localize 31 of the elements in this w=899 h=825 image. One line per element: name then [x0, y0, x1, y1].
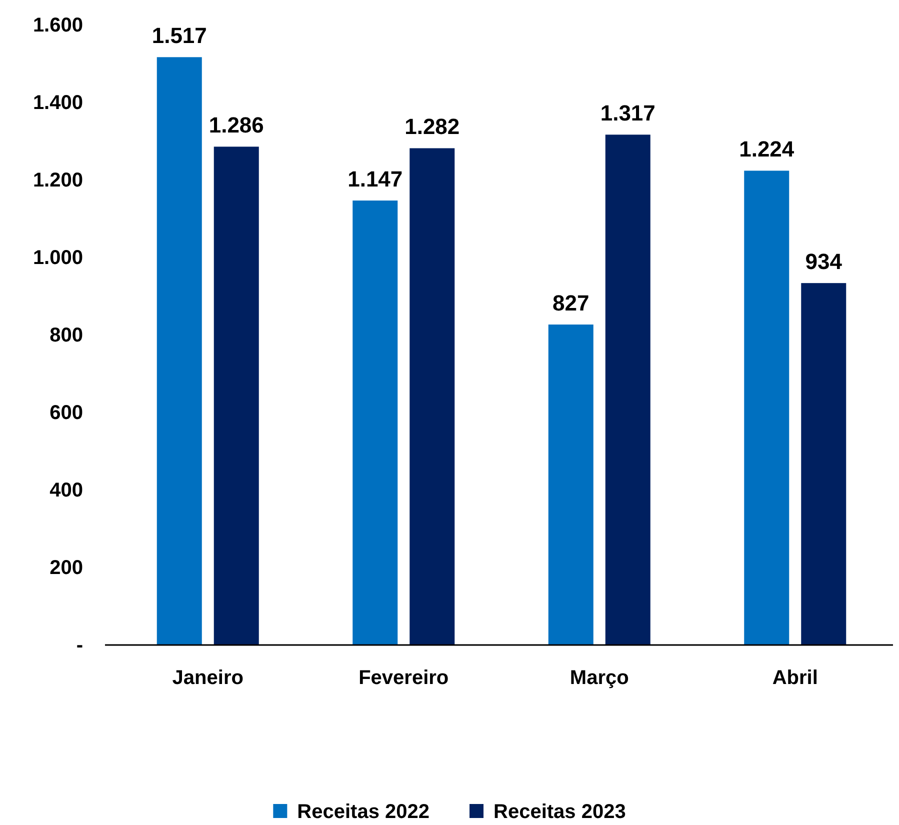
y-tick-label: 200 [50, 556, 83, 579]
bar [156, 57, 202, 645]
y-tick-label: - [76, 634, 83, 656]
x-tick-label: Janeiro [172, 667, 244, 690]
bar [801, 283, 846, 645]
bar [744, 170, 790, 645]
data-label: 1.286 [208, 112, 264, 138]
y-tick-label: 1.000 [32, 246, 83, 269]
data-label: 934 [805, 249, 843, 274]
y-tick-label: 800 [50, 324, 83, 346]
y-tick-label: 1.200 [32, 169, 83, 192]
bar [605, 134, 650, 645]
bar [352, 200, 398, 645]
data-label: 1.517 [152, 23, 207, 48]
x-tick-label: Março [570, 667, 629, 690]
bar [410, 148, 455, 645]
y-tick-label: 1.600 [32, 14, 83, 36]
bar [548, 324, 594, 645]
y-tick-label: 1.400 [32, 92, 83, 114]
data-label: 1.282 [404, 114, 460, 140]
data-label: 1.224 [739, 136, 795, 162]
legend-label: Receitas 2022 [297, 801, 430, 823]
bar [214, 146, 259, 645]
data-label: 1.147 [348, 166, 403, 192]
data-label: 827 [552, 290, 590, 316]
x-tick-label: Abril [772, 667, 818, 690]
y-tick-label: 600 [50, 402, 83, 424]
y-tick-label: 400 [50, 479, 83, 502]
x-tick-label: Fevereiro [358, 667, 449, 690]
data-label: 1.317 [600, 100, 656, 126]
legend-label: Receitas 2023 [494, 801, 626, 823]
